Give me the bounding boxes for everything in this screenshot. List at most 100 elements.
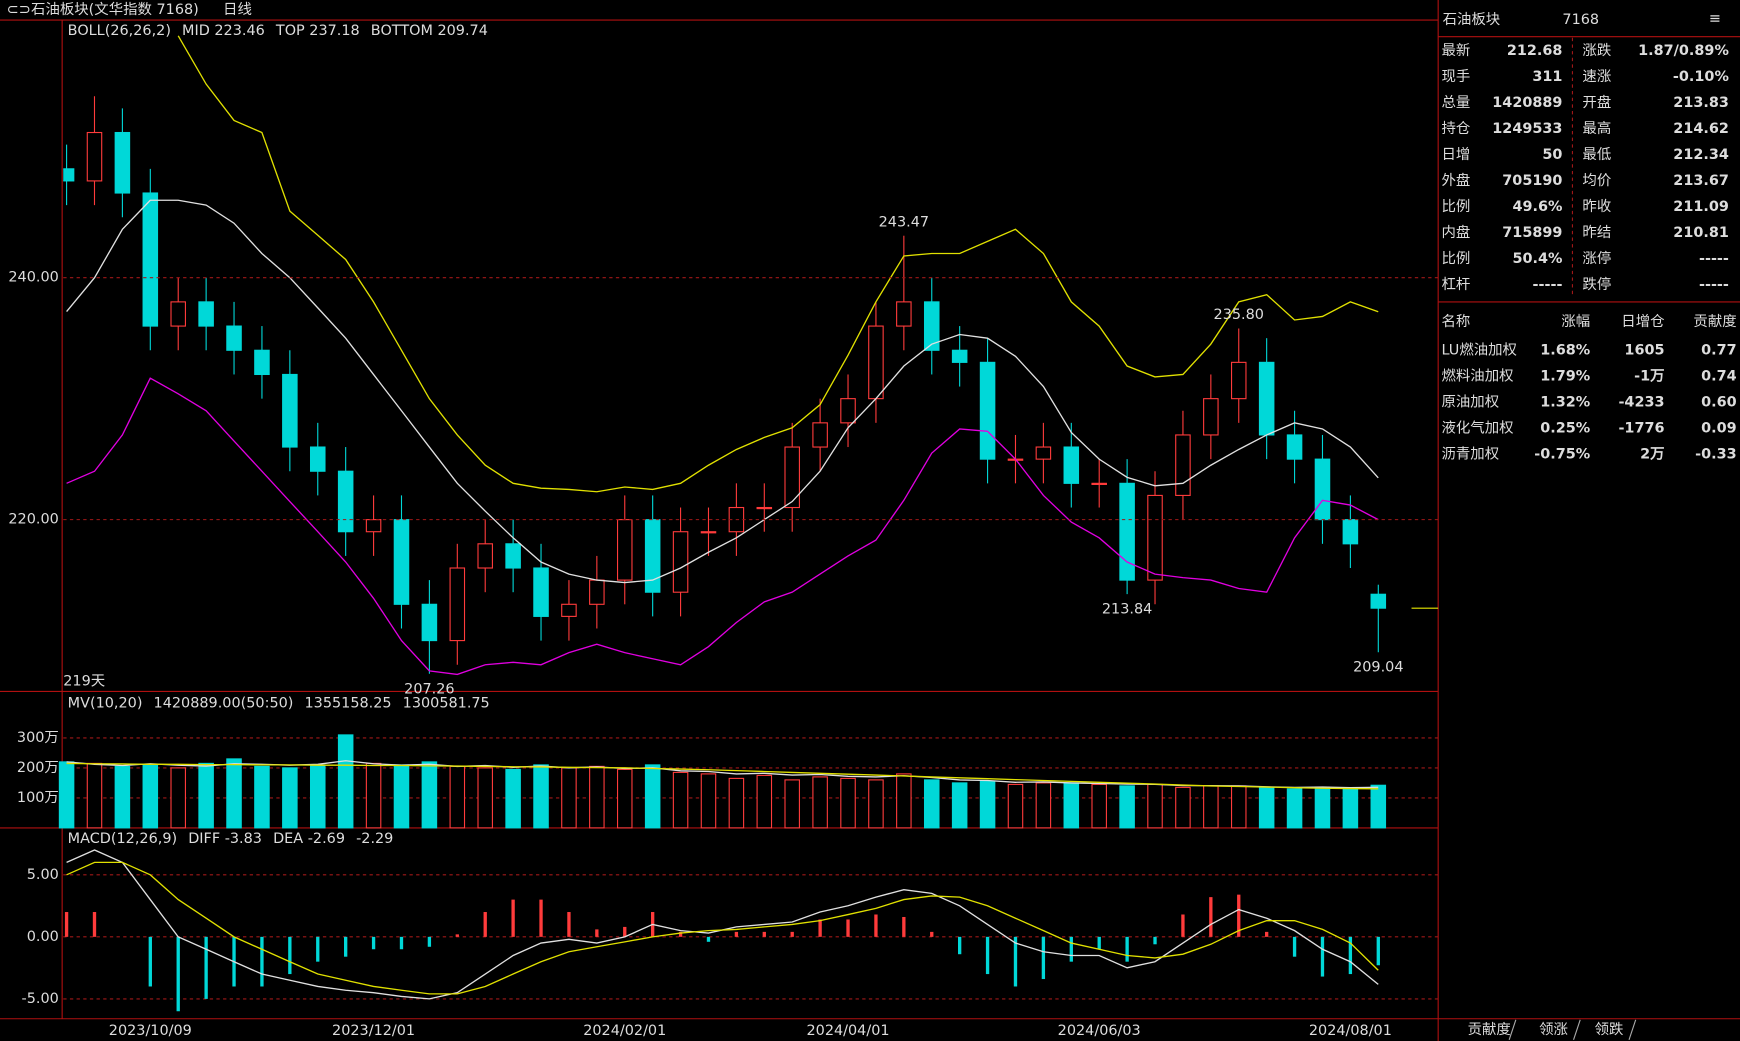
boll-line [177, 35, 1379, 493]
candle-body [616, 519, 633, 581]
candle-body [1286, 434, 1303, 460]
quote-value: 1420889 [1492, 95, 1562, 111]
candle-body [1342, 519, 1359, 545]
sector-cell: 0.74 [1701, 369, 1737, 385]
volume-bar [1063, 782, 1080, 829]
sector-cell: 1.79% [1540, 369, 1590, 385]
volume-bar [644, 764, 661, 829]
volume-bar [477, 767, 493, 829]
quote-value: 211.09 [1673, 199, 1729, 215]
candle-body [505, 543, 521, 569]
quote-value: 49.6% [1512, 199, 1562, 215]
quote-label: 最高 [1582, 120, 1611, 137]
sector-header: 涨幅 [1561, 313, 1590, 330]
legend-entry: MV(10,20) [68, 696, 143, 712]
candle-body [589, 579, 605, 605]
candle-body [365, 519, 382, 533]
volume-bar [254, 765, 270, 829]
legend-entry: MACD(12,26,9) [68, 831, 177, 847]
candle-body [254, 349, 270, 376]
quote-value: 213.83 [1673, 95, 1729, 111]
volume-bar [923, 779, 940, 829]
quote-value: 212.68 [1507, 43, 1563, 59]
y-tick-label: 220.00 [8, 512, 58, 528]
quote-label: 昨结 [1582, 224, 1611, 241]
volume-bar [86, 762, 103, 829]
y-tick-label: 5.00 [27, 867, 59, 883]
candle-body [1035, 446, 1052, 460]
candle-body [896, 301, 912, 327]
macd-line [66, 861, 1379, 995]
price-extreme: 207.26 [404, 681, 454, 697]
candle-body [1119, 482, 1135, 581]
candle-body [672, 531, 689, 593]
candle-body [561, 603, 577, 617]
legend-entry: 1420889.00(50:50) [154, 696, 294, 712]
quote-value: 50.4% [1512, 251, 1562, 267]
candle-body [114, 131, 131, 194]
tab[interactable]: 贡献度 [1468, 1021, 1511, 1038]
sector-cell: -0.33 [1695, 447, 1737, 463]
quote-label: 总量 [1441, 94, 1470, 111]
quote-value: ----- [1533, 277, 1563, 293]
quote-value: 212.34 [1673, 147, 1729, 163]
bar-count: 219天 [63, 673, 105, 689]
candle-body [226, 325, 242, 351]
period-selector[interactable]: 日线 [223, 1, 252, 18]
y-tick-label: 240.00 [8, 270, 58, 286]
candle-body [63, 168, 75, 182]
sector-cell: -1776 [1618, 421, 1664, 437]
volume-bar [896, 773, 912, 829]
x-tick-label: 2024/08/01 [1309, 1023, 1392, 1039]
candle-body [1258, 361, 1275, 436]
volume-bar [393, 764, 410, 829]
volume-bar [672, 771, 689, 829]
quote-label: 外盘 [1441, 171, 1470, 189]
legend-entry: DIFF -3.83 [188, 831, 262, 847]
sector-cell: -0.75% [1534, 447, 1590, 463]
boll-line [66, 199, 1379, 584]
x-tick-label: 2023/12/01 [332, 1023, 415, 1039]
quote-value: 1249533 [1492, 121, 1562, 137]
sector-cell: 1.32% [1540, 395, 1590, 411]
volume-bar [1119, 785, 1135, 829]
volume-bar [226, 758, 242, 829]
candle-body [1147, 494, 1163, 581]
candle-body [756, 506, 773, 510]
price-extreme: 213.84 [1102, 602, 1152, 618]
candle-body [421, 603, 438, 642]
legend-entry: BOLL(26,26,2) [68, 23, 171, 39]
volume-bar [1203, 785, 1219, 829]
volume-bar [365, 762, 382, 829]
quote-value: 715899 [1502, 225, 1562, 241]
link-icon[interactable]: ⊂⊃ [7, 2, 31, 18]
menu-icon[interactable]: ≡ [1709, 11, 1721, 27]
tab[interactable]: 领跌 [1595, 1021, 1624, 1038]
quote-value: 311 [1532, 69, 1562, 85]
quote-label: 比例 [1441, 250, 1470, 267]
candle-body [1175, 434, 1191, 496]
candle-body [868, 325, 884, 400]
tab[interactable]: 领涨 [1539, 1021, 1568, 1038]
y-tick-label: 100万 [17, 790, 59, 806]
content: 220.00 240.00 2023/10/09 2023/12/01 2024/02/… [8, 10, 1737, 1041]
quote-label: 最新 [1441, 42, 1470, 59]
candle-body [477, 543, 493, 569]
sector-cell: 0.77 [1701, 343, 1737, 359]
legend-entry: DEA -2.69 [273, 831, 345, 847]
quote-value: 210.81 [1673, 225, 1729, 241]
quote-value: ----- [1699, 277, 1729, 293]
candle-body [198, 301, 214, 327]
candle-body [700, 531, 717, 534]
x-tick-label: 2024/02/01 [583, 1023, 666, 1039]
quote-value: 214.62 [1673, 121, 1729, 137]
tab-edge [1508, 1019, 1517, 1041]
quote-label: 开盘 [1582, 93, 1611, 111]
volume-bar [589, 765, 605, 829]
volume-bar [198, 762, 214, 829]
candle-body [1370, 593, 1387, 609]
sector-cell: 2万 [1640, 446, 1664, 463]
candle-body [142, 192, 159, 327]
quote-label: 最低 [1582, 146, 1611, 163]
volume-bar [114, 765, 131, 829]
